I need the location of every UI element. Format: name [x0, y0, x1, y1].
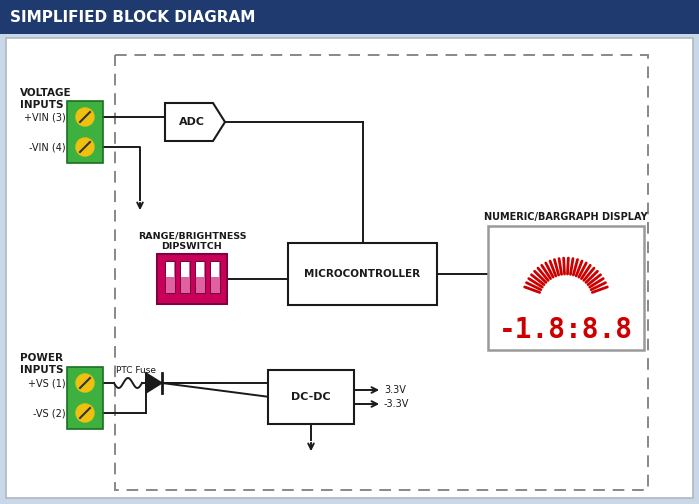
- Text: 3.3V: 3.3V: [384, 385, 406, 395]
- FancyBboxPatch shape: [211, 262, 219, 277]
- FancyBboxPatch shape: [6, 38, 693, 498]
- FancyBboxPatch shape: [488, 226, 644, 350]
- Bar: [115, 55, 648, 490]
- Text: POWER
INPUTS: POWER INPUTS: [20, 353, 64, 374]
- FancyBboxPatch shape: [195, 261, 205, 293]
- Text: DC-DC: DC-DC: [291, 392, 331, 402]
- Polygon shape: [146, 373, 162, 393]
- FancyBboxPatch shape: [288, 243, 437, 305]
- FancyBboxPatch shape: [67, 101, 103, 163]
- FancyBboxPatch shape: [166, 262, 174, 277]
- Polygon shape: [165, 103, 225, 141]
- Text: MICROCONTROLLER: MICROCONTROLLER: [305, 269, 421, 279]
- FancyBboxPatch shape: [268, 370, 354, 424]
- Text: ADC: ADC: [179, 117, 205, 127]
- FancyBboxPatch shape: [157, 254, 227, 304]
- Circle shape: [76, 108, 94, 126]
- Text: SIMPLIFIED BLOCK DIAGRAM: SIMPLIFIED BLOCK DIAGRAM: [10, 10, 255, 25]
- Text: +VS (1): +VS (1): [29, 378, 66, 388]
- FancyBboxPatch shape: [180, 261, 190, 293]
- Circle shape: [76, 374, 94, 392]
- Text: PTC Fuse: PTC Fuse: [116, 366, 156, 375]
- FancyBboxPatch shape: [0, 0, 699, 34]
- Text: -VIN (4): -VIN (4): [29, 142, 66, 152]
- FancyBboxPatch shape: [196, 262, 204, 277]
- Circle shape: [76, 138, 94, 156]
- FancyBboxPatch shape: [165, 261, 175, 293]
- Text: -VS (2): -VS (2): [34, 408, 66, 418]
- Text: +VIN (3): +VIN (3): [24, 112, 66, 122]
- Text: VOLTAGE
INPUTS: VOLTAGE INPUTS: [20, 88, 71, 109]
- Text: -3.3V: -3.3V: [384, 399, 410, 409]
- FancyBboxPatch shape: [67, 367, 103, 429]
- Text: -1.8:8.8: -1.8:8.8: [499, 316, 633, 344]
- Text: NUMERIC/BARGRAPH DISPLAY: NUMERIC/BARGRAPH DISPLAY: [484, 212, 648, 222]
- Circle shape: [76, 404, 94, 422]
- FancyBboxPatch shape: [210, 261, 220, 293]
- FancyBboxPatch shape: [181, 262, 189, 277]
- Text: RANGE/BRIGHTNESS
DIPSWITCH: RANGE/BRIGHTNESS DIPSWITCH: [138, 232, 246, 251]
